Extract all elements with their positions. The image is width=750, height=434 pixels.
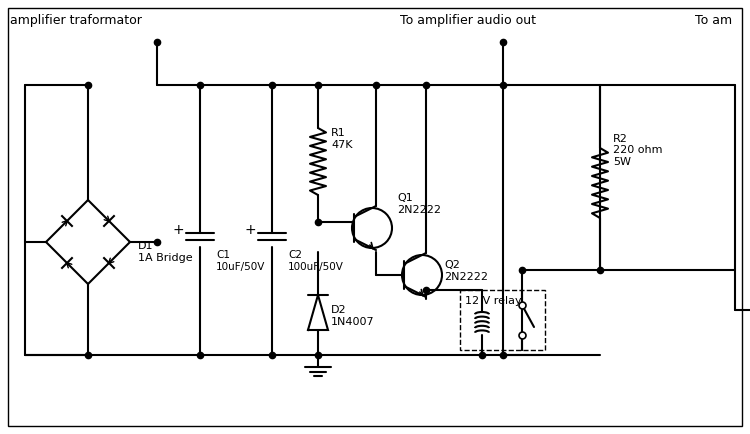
Bar — [460, 290, 545, 350]
Text: amplifier traformator: amplifier traformator — [10, 14, 142, 27]
Text: C1
10uF/50V: C1 10uF/50V — [216, 250, 266, 272]
Text: Q2
2N2222: Q2 2N2222 — [444, 260, 488, 282]
Text: D2
1N4007: D2 1N4007 — [331, 306, 375, 327]
Text: To amplifier audio out: To amplifier audio out — [400, 14, 536, 27]
Text: Q1
2N2222: Q1 2N2222 — [397, 194, 441, 215]
Text: R1
47K: R1 47K — [331, 128, 352, 150]
Text: To am: To am — [695, 14, 732, 27]
Text: R2
220 ohm
5W: R2 220 ohm 5W — [613, 134, 662, 167]
Text: D1
1A Bridge: D1 1A Bridge — [138, 241, 193, 263]
Text: +: + — [172, 223, 184, 237]
Text: 12 V relay: 12 V relay — [465, 296, 522, 306]
Text: +: + — [244, 223, 256, 237]
Text: C2
100uF/50V: C2 100uF/50V — [288, 250, 344, 272]
